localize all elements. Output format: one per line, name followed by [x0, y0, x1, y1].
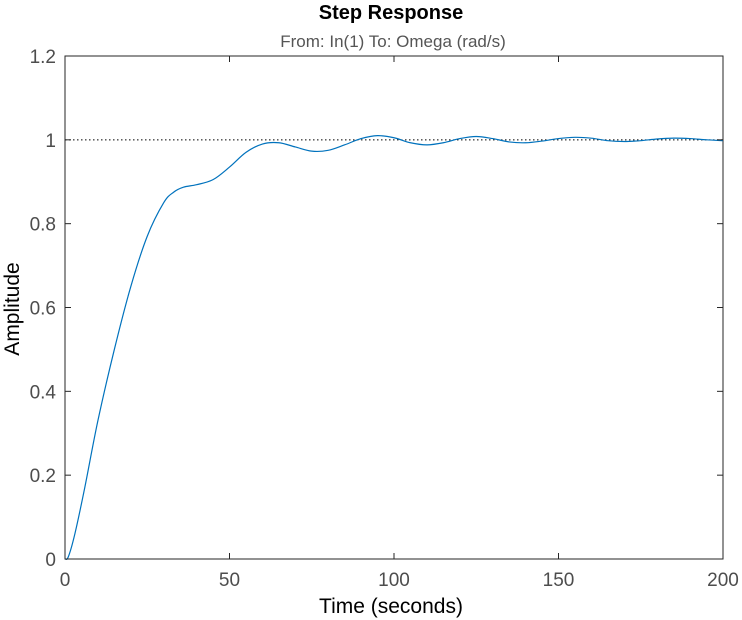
x-tick-label: 50: [219, 570, 240, 591]
chart-subtitle: From: In(1) To: Omega (rad/s): [280, 32, 505, 51]
y-tick-label: 0: [45, 550, 56, 571]
x-tick-label: 0: [60, 570, 71, 591]
x-tick-label: 150: [543, 570, 575, 591]
chart-title: Step Response: [319, 2, 463, 24]
x-tick-label: 100: [378, 570, 410, 591]
x-tick-label: 200: [707, 570, 739, 591]
plot-area: [64, 55, 724, 560]
y-tick-label: 0.6: [30, 299, 56, 320]
tick-layer: 0 50 100 150 200 0 0.2 0.4 0.6 0.8 1 1.2: [30, 47, 739, 591]
x-axis-label: Time (seconds): [319, 595, 463, 618]
y-tick-label: 1.2: [30, 47, 56, 68]
series-layer: [64, 135, 724, 560]
step-response-series-line: [64, 135, 724, 560]
y-tick-label: 0.8: [30, 215, 56, 236]
y-tick-label: 1: [45, 131, 56, 152]
y-axis-label: Amplitude: [1, 262, 24, 355]
y-tick-label: 0.2: [30, 466, 56, 487]
y-tick-label: 0.4: [30, 382, 57, 403]
